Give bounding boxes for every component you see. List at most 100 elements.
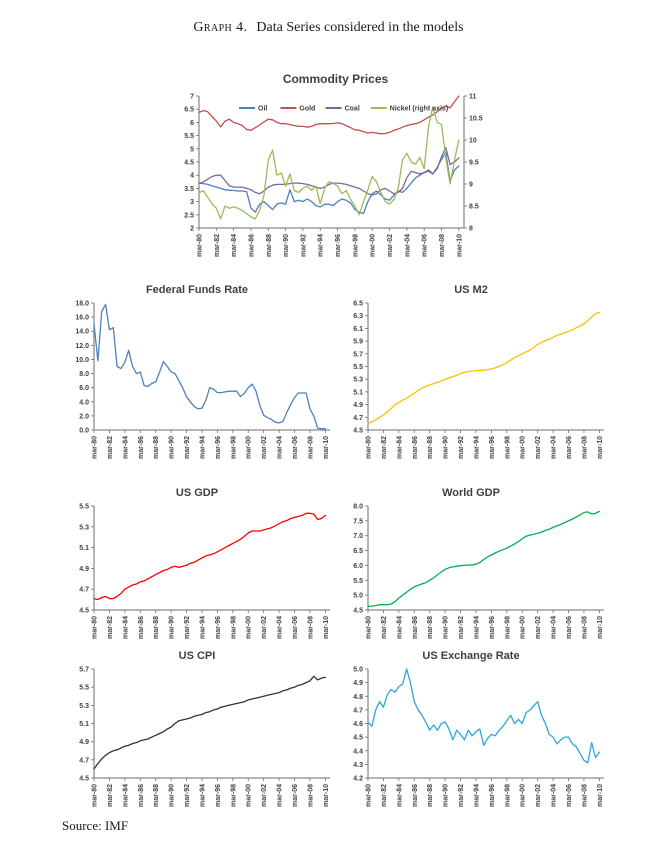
svg-text:mar-02: mar-02 xyxy=(261,616,268,639)
svg-text:mar-96: mar-96 xyxy=(489,616,496,639)
svg-text:mar-90: mar-90 xyxy=(283,234,290,257)
svg-text:mar-06: mar-06 xyxy=(566,784,573,807)
svg-text:mar-90: mar-90 xyxy=(443,436,450,459)
svg-text:mar-96: mar-96 xyxy=(215,436,222,459)
svg-text:mar-92: mar-92 xyxy=(300,234,307,257)
svg-text:7: 7 xyxy=(190,94,194,101)
svg-text:mar-92: mar-92 xyxy=(184,784,191,807)
svg-text:5.1: 5.1 xyxy=(353,389,363,396)
svg-text:mar-10: mar-10 xyxy=(597,436,604,459)
svg-text:mar-84: mar-84 xyxy=(122,784,129,807)
svg-text:6.0: 6.0 xyxy=(353,563,363,570)
svg-text:mar-94: mar-94 xyxy=(318,234,325,257)
svg-text:mar-10: mar-10 xyxy=(323,784,330,807)
svg-text:mar-90: mar-90 xyxy=(443,616,450,639)
figure-caption: Data Series considered in the models xyxy=(256,20,464,35)
svg-text:mar-92: mar-92 xyxy=(458,616,465,639)
svg-text:5.0: 5.0 xyxy=(353,667,363,674)
svg-text:8.5: 8.5 xyxy=(469,204,479,211)
svg-text:4.2: 4.2 xyxy=(353,776,363,783)
svg-text:mar-80: mar-80 xyxy=(92,436,99,459)
svg-text:10.5: 10.5 xyxy=(469,116,483,123)
svg-text:4.7: 4.7 xyxy=(353,415,363,422)
svg-text:4.4: 4.4 xyxy=(353,748,363,755)
svg-text:4.7: 4.7 xyxy=(79,587,89,594)
svg-text:mar-02: mar-02 xyxy=(535,436,542,459)
svg-text:mar-88: mar-88 xyxy=(153,784,160,807)
svg-text:mar-88: mar-88 xyxy=(427,616,434,639)
svg-text:10.0: 10.0 xyxy=(75,357,89,364)
svg-text:10: 10 xyxy=(469,138,477,145)
svg-text:mar-08: mar-08 xyxy=(581,436,588,459)
chart-us-exchange-rate: US Exchange Rate 4.2 4.3 4.4 4.5 4.6 4.7 4.8 4.… xyxy=(330,649,612,822)
svg-text:mar-10: mar-10 xyxy=(323,616,330,639)
svg-text:mar-82: mar-82 xyxy=(214,234,221,257)
svg-text:mar-08: mar-08 xyxy=(439,234,446,257)
svg-text:mar-94: mar-94 xyxy=(473,616,480,639)
svg-text:4.9: 4.9 xyxy=(79,566,89,573)
svg-text:mar-98: mar-98 xyxy=(504,436,511,459)
svg-text:mar-94: mar-94 xyxy=(473,784,480,807)
figure-label: Graph 4. xyxy=(193,20,248,35)
svg-text:mar-84: mar-84 xyxy=(122,616,129,639)
svg-text:mar-96: mar-96 xyxy=(489,784,496,807)
chart-title: US GDP xyxy=(175,487,219,499)
svg-text:mar-04: mar-04 xyxy=(277,616,284,639)
us-gdp-plot: 4.5 4.7 4.9 5.1 5.3 5.5 mar-80 mar-82 mar-84 mar-… xyxy=(56,502,338,654)
svg-text:4.5: 4.5 xyxy=(353,428,363,435)
svg-text:mar-00: mar-00 xyxy=(246,616,253,639)
us-cpi-plot: 4.5 4.7 4.9 5.1 5.3 5.5 5.7 mar-80 mar-82 mar-84 m… xyxy=(56,665,338,822)
svg-text:mar-86: mar-86 xyxy=(138,616,145,639)
chart-world-gdp: World GDP 4.5 5.0 5.5 6.0 6.5 7.0 7.5 8.0 mar-80… xyxy=(330,486,612,654)
svg-text:4.5: 4.5 xyxy=(353,735,363,742)
svg-text:6.5: 6.5 xyxy=(353,301,363,308)
svg-text:4.9: 4.9 xyxy=(353,680,363,687)
svg-text:6.5: 6.5 xyxy=(184,107,194,114)
svg-text:mar-00: mar-00 xyxy=(520,616,527,639)
svg-text:mar-84: mar-84 xyxy=(396,784,403,807)
svg-text:mar-10: mar-10 xyxy=(323,436,330,459)
svg-text:5.5: 5.5 xyxy=(79,504,89,511)
svg-text:mar-06: mar-06 xyxy=(566,616,573,639)
svg-text:mar-80: mar-80 xyxy=(366,436,373,459)
svg-text:12.0: 12.0 xyxy=(75,343,89,350)
chart-federal-funds-rate: Federal Funds Rate 0.0 2.0 4.0 6.0 8.0 10.0 12… xyxy=(56,283,338,474)
svg-text:mar-02: mar-02 xyxy=(535,784,542,807)
svg-text:5.0: 5.0 xyxy=(353,593,363,600)
svg-text:mar-94: mar-94 xyxy=(473,436,480,459)
svg-text:9: 9 xyxy=(469,182,473,189)
svg-text:mar-82: mar-82 xyxy=(107,436,114,459)
svg-text:mar-84: mar-84 xyxy=(396,616,403,639)
svg-text:mar-02: mar-02 xyxy=(387,234,394,257)
svg-text:Coal: Coal xyxy=(345,106,360,113)
svg-text:mar-04: mar-04 xyxy=(404,234,411,257)
svg-text:mar-82: mar-82 xyxy=(381,616,388,639)
svg-text:4.8: 4.8 xyxy=(353,694,363,701)
svg-text:mar-80: mar-80 xyxy=(92,616,99,639)
svg-text:Gold: Gold xyxy=(299,106,315,113)
svg-text:2: 2 xyxy=(190,226,194,233)
svg-text:5: 5 xyxy=(190,146,194,153)
chart-us-m2: US M2 4.5 4.7 4.9 5.1 5.3 5.5 5.7 5.9 6.1 6.3 6.5 m… xyxy=(330,283,612,474)
svg-text:mar-88: mar-88 xyxy=(427,784,434,807)
svg-text:mar-86: mar-86 xyxy=(412,616,419,639)
svg-text:5.9: 5.9 xyxy=(353,339,363,346)
chart-title: Commodity Prices xyxy=(282,72,389,86)
svg-text:mar-06: mar-06 xyxy=(292,616,299,639)
svg-text:mar-06: mar-06 xyxy=(422,234,429,257)
svg-text:5.5: 5.5 xyxy=(79,685,89,692)
svg-text:mar-80: mar-80 xyxy=(366,784,373,807)
svg-text:mar-02: mar-02 xyxy=(261,784,268,807)
svg-text:mar-04: mar-04 xyxy=(551,616,558,639)
svg-text:mar-94: mar-94 xyxy=(199,784,206,807)
svg-text:5.3: 5.3 xyxy=(79,703,89,710)
svg-text:mar-06: mar-06 xyxy=(292,784,299,807)
chart-title: US Exchange Rate xyxy=(422,650,520,662)
svg-text:mar-98: mar-98 xyxy=(352,234,359,257)
svg-text:18.0: 18.0 xyxy=(75,301,89,308)
svg-text:mar-92: mar-92 xyxy=(458,784,465,807)
svg-text:mar-04: mar-04 xyxy=(277,784,284,807)
svg-text:mar-08: mar-08 xyxy=(307,616,314,639)
world-gdp-plot: 4.5 5.0 5.5 6.0 6.5 7.0 7.5 8.0 mar-80 mar-82 mar-… xyxy=(330,502,612,654)
